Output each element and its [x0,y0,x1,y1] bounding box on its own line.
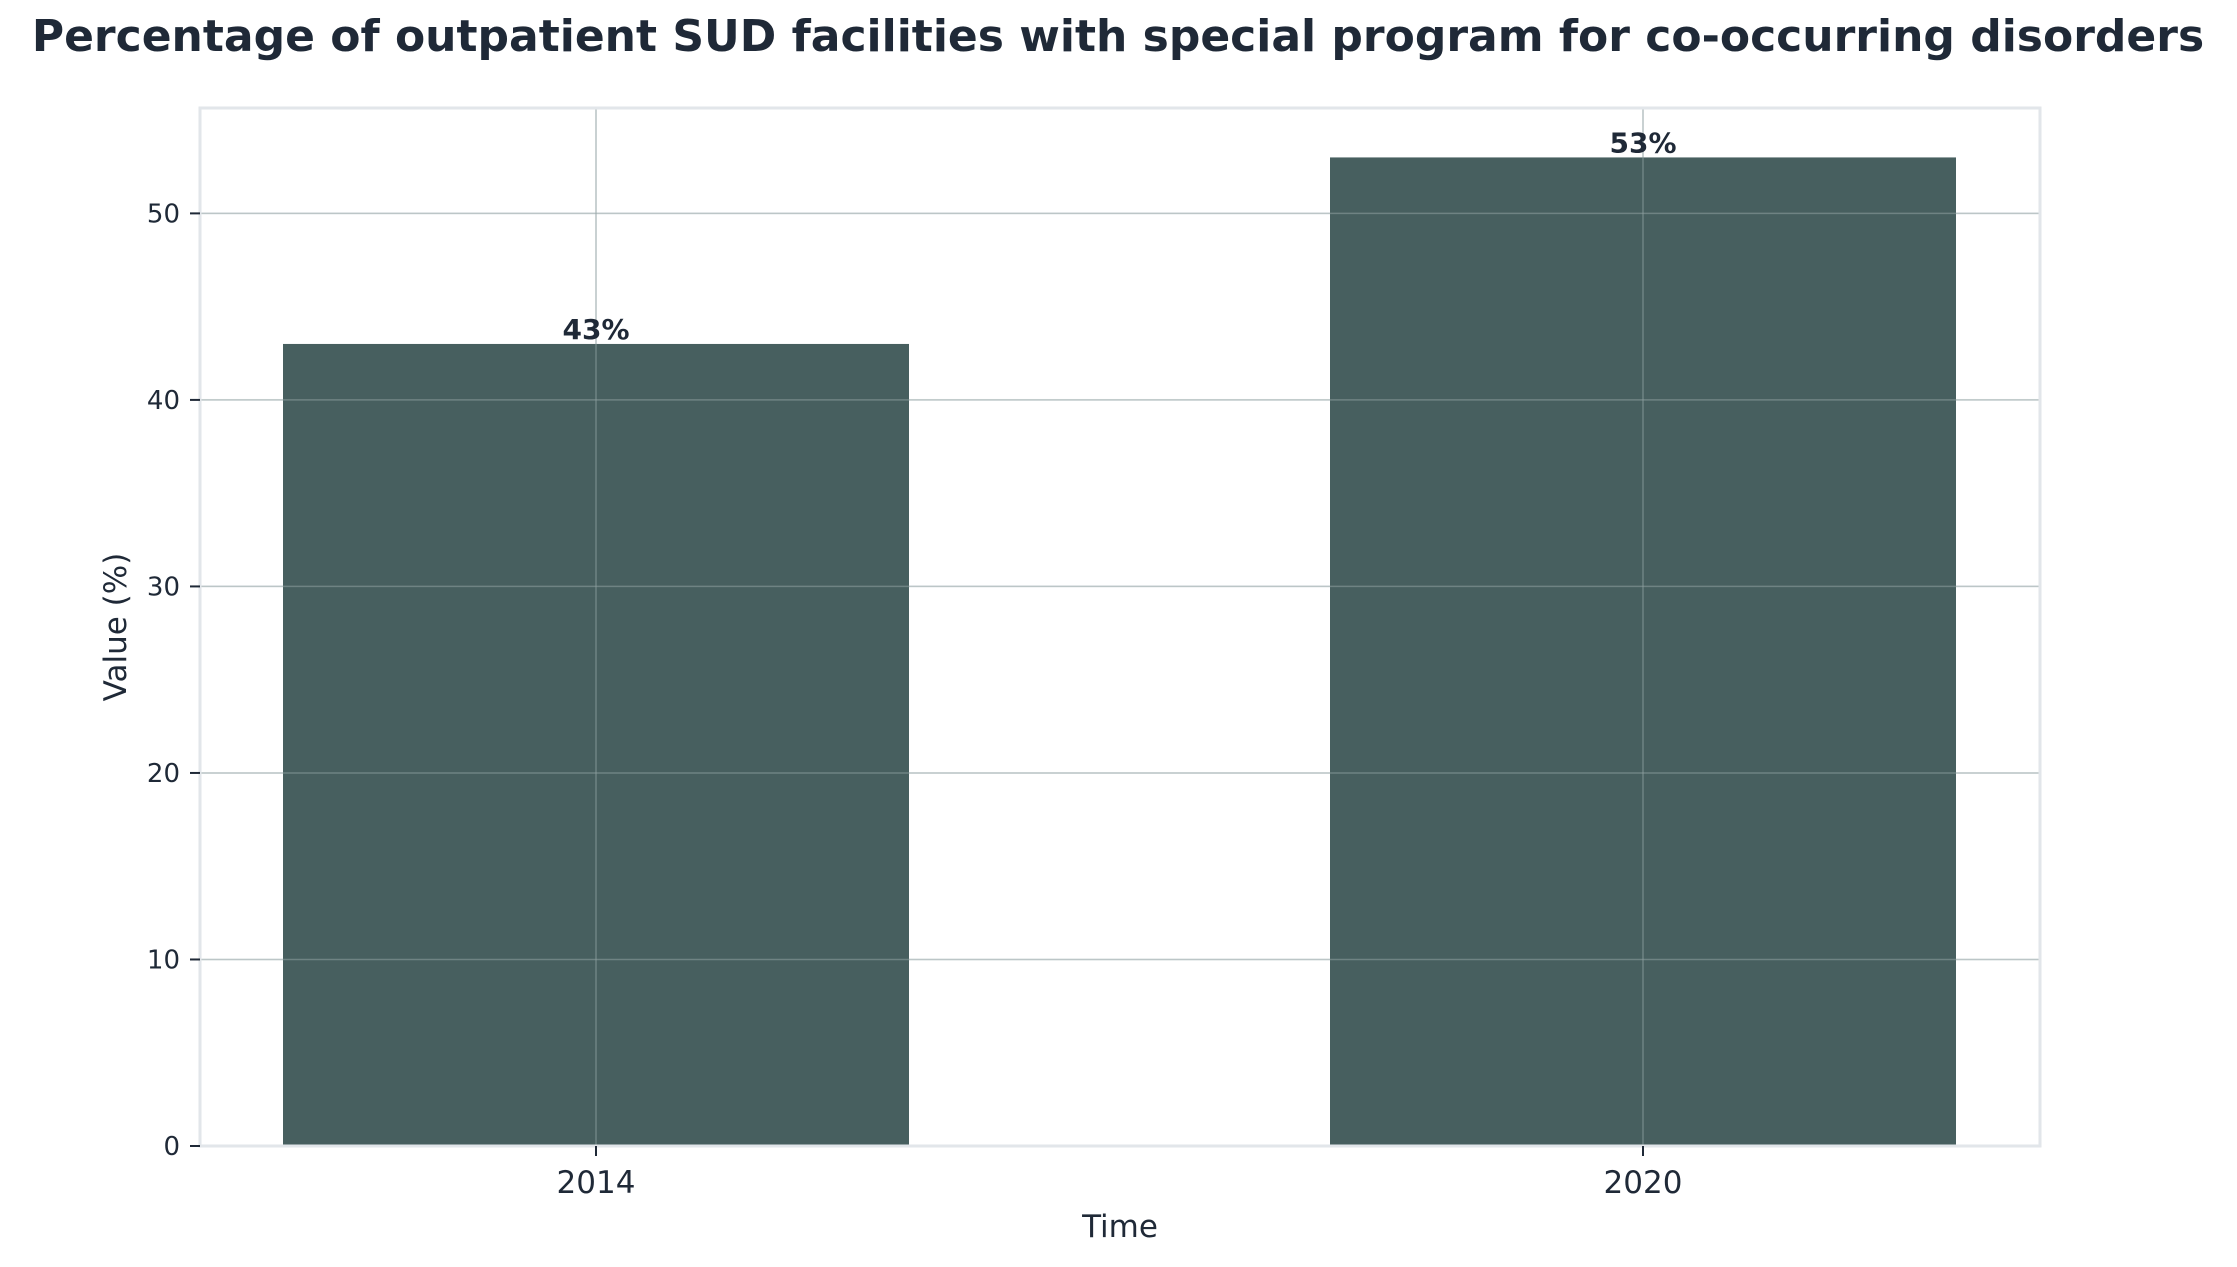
data-labels-layer: 43% 53% [562,126,1676,346]
y-tick-label: 20 [147,759,180,789]
ticks-layer: 0 10 20 30 40 50 2014 2020 [147,199,1683,1201]
data-label-2014: 43% [562,313,629,346]
x-tick-label: 2014 [557,1165,636,1201]
y-tick-label: 10 [147,945,180,975]
plot-frame [198,106,2042,1148]
x-tick-label: 2020 [1604,1165,1683,1201]
y-tick-label: 0 [163,1132,180,1162]
data-label-2020: 53% [1609,126,1676,159]
y-tick-label: 30 [147,572,180,602]
chart-title: Percentage of outpatient SUD facilities … [32,11,2204,62]
y-axis-label: Value (%) [98,553,134,702]
x-axis-label: Time [1081,1209,1158,1245]
bars-layer [283,157,1956,1146]
y-tick-label: 50 [147,199,180,229]
y-tick-label: 40 [147,386,180,416]
